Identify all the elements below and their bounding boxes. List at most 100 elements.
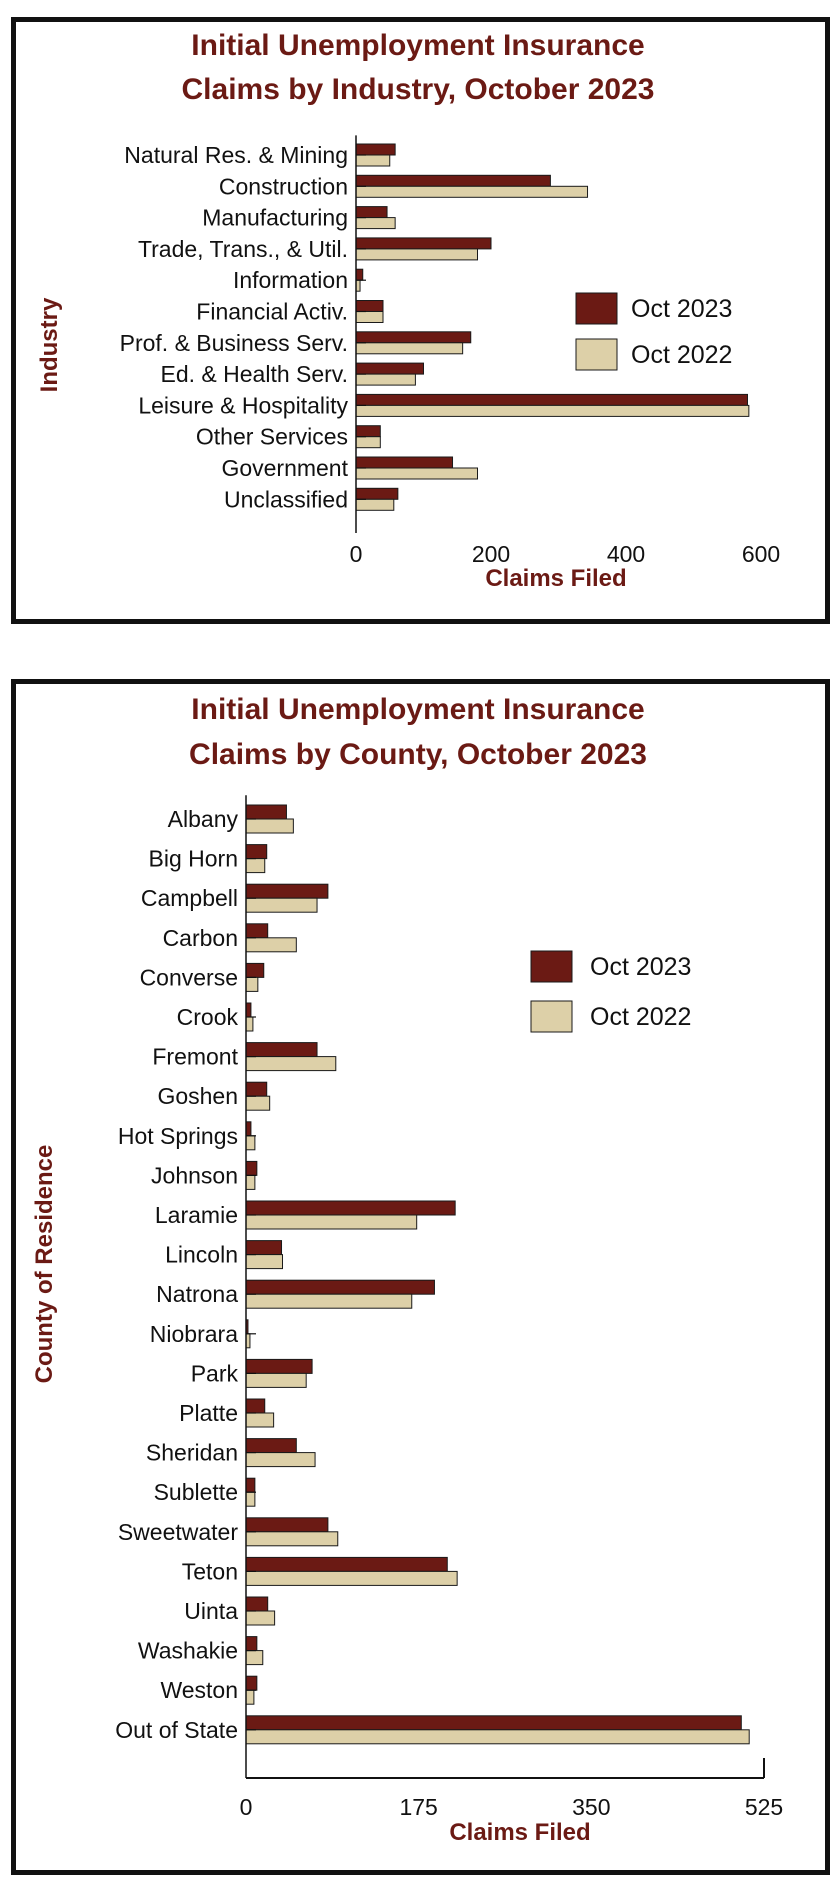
county-category-label: Weston <box>160 1677 238 1703</box>
industry-bar-oct-2022-2 <box>355 217 396 230</box>
county-bar-oct-2023-7 <box>245 1081 268 1097</box>
county-x-axis-title: Claims Filed <box>449 1819 590 1846</box>
county-chart-title-line-1: Initial Unemployment Insurance <box>191 693 644 726</box>
county-y-axis-title: County of Residence <box>31 1145 58 1384</box>
county-bar-oct-2023-23 <box>245 1715 742 1731</box>
county-bar-oct-2022-21 <box>245 1650 264 1666</box>
industry-category-label: Unclassified <box>224 486 348 512</box>
county-category-label: Goshen <box>157 1083 238 1109</box>
industry-bar-oct-2023-2 <box>355 206 388 219</box>
industry-bar-oct-2023-8 <box>355 393 748 406</box>
industry-bar-oct-2023-11 <box>355 487 399 500</box>
county-category-label: Sublette <box>154 1479 238 1505</box>
industry-x-tick-label: 600 <box>742 541 780 567</box>
industry-bar-oct-2023-6 <box>355 331 472 344</box>
industry-bar-oct-2023-3 <box>355 237 492 250</box>
industry-legend-swatch-oct-2022 <box>575 338 618 371</box>
county-legend-swatch-oct-2022 <box>530 1000 573 1033</box>
county-bar-oct-2023-18 <box>245 1517 329 1533</box>
industry-legend-swatch-oct-2023 <box>575 292 618 325</box>
county-category-label: Teton <box>182 1558 238 1584</box>
county-category-label: Uinta <box>184 1598 238 1624</box>
county-bar-oct-2022-15 <box>245 1412 275 1428</box>
county-bar-oct-2022-22 <box>245 1689 255 1705</box>
industry-bar-oct-2023-5 <box>355 300 384 312</box>
county-bar-oct-2023-6 <box>245 1042 318 1058</box>
county-bar-oct-2022-1 <box>245 858 266 874</box>
industry-x-tick-label: 200 <box>472 541 510 567</box>
county-category-label: Converse <box>140 964 238 990</box>
county-x-tick-label: 350 <box>572 1794 610 1820</box>
county-category-label: Out of State <box>115 1717 238 1743</box>
county-bar-oct-2023-12 <box>245 1279 435 1295</box>
county-x-tick-label: 175 <box>399 1794 437 1820</box>
county-bar-oct-2023-10 <box>245 1200 456 1216</box>
county-category-label: Campbell <box>141 885 238 911</box>
county-category-label: Sheridan <box>146 1440 238 1466</box>
county-bar-oct-2022-17 <box>245 1491 256 1507</box>
industry-x-axis-title: Claims Filed <box>485 565 626 592</box>
industry-bar-oct-2022-1 <box>355 185 589 198</box>
industry-category-label: Information <box>233 267 348 293</box>
county-bar-oct-2023-4 <box>245 962 265 978</box>
industry-bar-oct-2023-0 <box>355 143 396 156</box>
county-bar-oct-2023-20 <box>245 1596 269 1612</box>
county-category-label: Hot Springs <box>118 1123 238 1149</box>
industry-chart-title-line-1: Initial Unemployment Insurance <box>191 29 644 62</box>
county-x-tick-label: 525 <box>745 1794 783 1820</box>
county-bar-oct-2022-5 <box>245 1016 254 1032</box>
industry-category-label: Government <box>221 455 348 481</box>
industry-legend-label-oct-2022: Oct 2022 <box>631 341 732 369</box>
county-bar-oct-2022-2 <box>245 897 318 913</box>
county-chart-title-line-2: Claims by County, October 2023 <box>189 738 647 771</box>
industry-bar-oct-2022-11 <box>355 498 395 511</box>
county-bar-oct-2023-17 <box>245 1477 256 1493</box>
county-category-label: Crook <box>177 1004 239 1030</box>
county-bar-oct-2022-0 <box>245 818 294 834</box>
county-bar-oct-2023-2 <box>245 883 329 899</box>
industry-category-label: Financial Activ. <box>196 299 348 325</box>
county-bar-oct-2022-10 <box>245 1214 418 1230</box>
industry-bar-oct-2022-7 <box>355 373 416 386</box>
county-bar-oct-2022-18 <box>245 1531 339 1547</box>
county-bar-oct-2022-12 <box>245 1293 413 1309</box>
county-bar-oct-2023-11 <box>245 1240 283 1256</box>
county-bar-oct-2023-21 <box>245 1636 258 1652</box>
county-category-label: Albany <box>168 806 239 832</box>
industry-legend-label-oct-2023: Oct 2023 <box>631 295 732 323</box>
county-category-label: Platte <box>179 1400 238 1426</box>
county-category-label: Park <box>191 1360 239 1386</box>
county-bar-oct-2022-20 <box>245 1610 276 1626</box>
county-legend-label-oct-2023: Oct 2023 <box>590 953 691 981</box>
county-bar-oct-2022-3 <box>245 937 297 953</box>
county-bar-oct-2022-6 <box>245 1056 337 1072</box>
county-bar-oct-2022-9 <box>245 1174 256 1190</box>
county-x-tick-label: 0 <box>240 1794 253 1820</box>
county-bar-oct-2023-3 <box>245 923 269 939</box>
industry-x-tick-label: 400 <box>607 541 645 567</box>
industry-bar-oct-2023-10 <box>355 456 454 469</box>
industry-bar-oct-2023-7 <box>355 362 424 375</box>
county-category-label: Big Horn <box>149 846 238 872</box>
county-bar-oct-2022-14 <box>245 1372 307 1388</box>
industry-category-label: Prof. & Business Serv. <box>120 330 348 356</box>
industry-category-label: Manufacturing <box>202 205 348 231</box>
industry-bar-oct-2022-6 <box>355 342 464 355</box>
industry-category-label: Other Services <box>196 424 348 450</box>
industry-category-label: Ed. & Health Serv. <box>161 361 349 387</box>
county-category-label: Carbon <box>163 925 238 951</box>
industry-category-label: Leisure & Hospitality <box>138 392 348 418</box>
industry-bar-oct-2022-3 <box>355 248 478 261</box>
industry-chart-panel <box>11 17 830 624</box>
industry-bar-oct-2022-8 <box>355 404 750 417</box>
county-category-label: Washakie <box>138 1638 238 1664</box>
county-bar-oct-2022-7 <box>245 1095 271 1111</box>
county-bar-oct-2022-19 <box>245 1570 458 1586</box>
county-bar-oct-2023-0 <box>245 804 287 820</box>
industry-chart-title-line-2: Claims by Industry, October 2023 <box>182 73 655 106</box>
county-bar-oct-2022-23 <box>245 1729 750 1745</box>
industry-bar-oct-2022-0 <box>355 154 391 167</box>
industry-category-label: Trade, Trans., & Util. <box>138 236 348 262</box>
industry-bar-oct-2022-10 <box>355 467 478 480</box>
county-category-label: Laramie <box>155 1202 238 1228</box>
